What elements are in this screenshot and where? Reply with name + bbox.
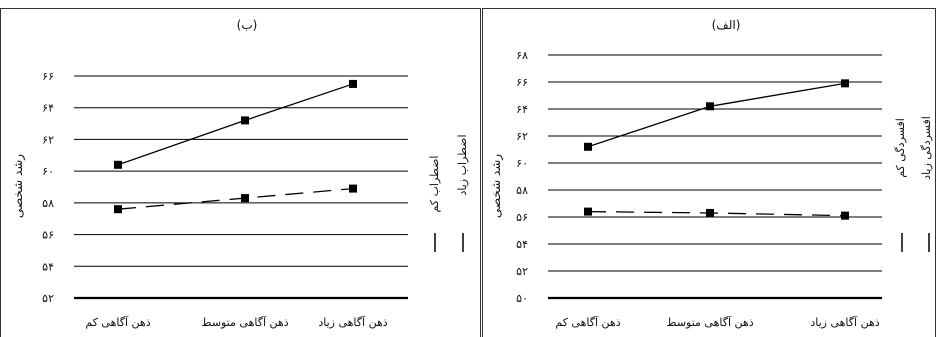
chart-b-grid [74, 75, 408, 300]
chart-alef: (الف) رشد شخصی ۵۰ ۵۲ ۵۴ ۵۶ ۵۸ ۶۰ ۶۲ ۶۴ ۶۶ ۶۸ ذهن … [489, 18, 933, 329]
chart-alef-category-label: ذهن آگاهی متوسط [666, 315, 753, 329]
chart-b-y-tick-label: ۶۴ [42, 102, 54, 115]
panel-alef-frame [482, 8, 936, 337]
chart-alef-data-point [584, 207, 592, 216]
chart-b-y-ticks: ۵۲ ۵۴ ۵۶ ۵۸ ۶۰ ۶۲ ۶۴ ۶۶ [42, 70, 54, 305]
chart-b-ylabel: رشد شخصی [11, 154, 26, 218]
chart-alef-y-tick-label: ۵۰ [516, 292, 528, 305]
chart-b-category-label: ذهن آگاهی متوسط [201, 315, 288, 329]
chart-alef-data-point [841, 211, 849, 220]
chart-alef-legend: افسردگی کم افسردگی زیاد [894, 116, 933, 252]
chart-b-data-point [241, 116, 249, 125]
chart-b-title: (ب) [237, 18, 258, 32]
chart-b-category-label: ذهن آگاهی زیاد [318, 315, 387, 329]
chart-b-legend-label-1: اضطراب زیاد [456, 134, 469, 195]
chart-alef-category-label: ذهن آگاهی زیاد [810, 315, 879, 329]
chart-b-y-tick-label: ۵۴ [42, 260, 54, 273]
chart-alef-y-ticks: ۵۰ ۵۲ ۵۴ ۵۶ ۵۸ ۶۰ ۶۲ ۶۴ ۶۶ ۶۸ [516, 49, 528, 305]
chart-b-data-point [349, 184, 357, 193]
chart-b-y-tick-label: ۵۸ [42, 197, 54, 210]
chart-b-data-point [114, 160, 122, 169]
chart-b-series-line-0 [117, 83, 354, 166]
chart-b-data-point [349, 79, 357, 88]
chart-alef-y-tick-label: ۵۶ [516, 211, 528, 224]
chart-alef-series-line-1 [587, 210, 846, 217]
chart-alef-y-tick-label: ۵۴ [516, 238, 528, 251]
chart-b-category-label: ذهن آگاهی کم [85, 315, 150, 329]
chart-b-legend-label-0: اضطراب کم [428, 156, 441, 213]
chart-alef-data-point [841, 79, 849, 88]
chart-alef-data-point [584, 142, 592, 151]
chart-alef-y-tick-label: ۵۲ [516, 265, 528, 278]
chart-b-legend: اضطراب کم اضطراب زیاد [428, 134, 469, 252]
chart-b-data-point [114, 205, 122, 214]
chart-b-categories: ذهن آگاهی کم ذهن آگاهی متوسط ذهن آگاهی زیا… [85, 315, 387, 329]
chart-b-y-tick-label: ۵۲ [42, 292, 54, 305]
chart-alef-series-line-0 [587, 82, 846, 148]
chart-alef-series [584, 79, 849, 220]
chart-b-y-tick-label: ۵۶ [42, 229, 54, 242]
chart-alef-legend-label-0: افسردگی کم [894, 118, 907, 178]
chart-alef-y-tick-label: ۶۲ [516, 130, 528, 143]
chart-b-data-point [241, 194, 249, 203]
chart-alef-grid [548, 54, 882, 300]
chart-alef-legend-label-1: افسردگی زیاد [920, 116, 933, 180]
chart-b-series [114, 79, 357, 214]
chart-alef-categories: ذهن آگاهی کم ذهن آگاهی متوسط ذهن آگاهی زیا… [555, 315, 879, 329]
chart-b-y-tick-label: ۶۶ [42, 70, 54, 83]
chart-alef-y-tick-label: ۵۸ [516, 184, 528, 197]
chart-alef-y-tick-label: ۶۴ [516, 103, 528, 116]
chart-alef-y-tick-label: ۶۶ [516, 76, 528, 89]
chart-alef-y-tick-label: ۶۸ [516, 49, 528, 62]
chart-alef-data-point [706, 208, 714, 217]
chart-alef-title: (الف) [712, 18, 741, 32]
chart-b-series-line-1 [117, 187, 354, 210]
chart-b-y-tick-label: ۶۰ [42, 165, 54, 178]
chart-alef-data-point [706, 102, 714, 111]
chart-alef-category-label: ذهن آگاهی کم [555, 315, 620, 329]
panel-b-frame [0, 8, 481, 337]
chart-alef-ylabel: رشد شخصی [489, 154, 504, 218]
chart-alef-y-tick-label: ۶۰ [516, 157, 528, 170]
chart-b-y-tick-label: ۶۲ [42, 133, 54, 146]
chart-b: (ب) رشد شخصی ۵۲ ۵۴ ۵۶ ۵۸ ۶۰ ۶۲ ۶۴ ۶۶ ذهن آگاهی … [11, 18, 469, 329]
